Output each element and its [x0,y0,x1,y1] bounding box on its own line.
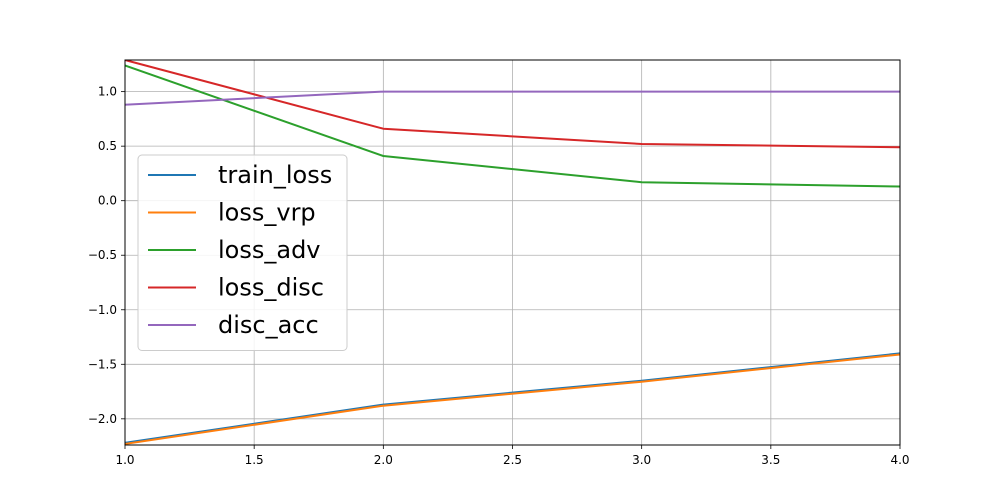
series-line-loss_disc [125,60,900,149]
series-line-loss_adv [125,64,900,188]
y-tick-label: 1.0 [98,85,117,99]
x-tick-label: 2.0 [374,453,393,467]
axis-ticks: 1.0 1.5 2.0 2.5 3.0 3.5 4.0 1.0 0.5 0.0 −0.5 −1.0 −1… [88,85,910,467]
legend-label: disc_acc [218,311,319,339]
y-tick-label: 0.0 [98,194,117,208]
series-line-loss_vrp [125,353,900,445]
x-tick-label: 2.5 [503,453,522,467]
legend-box [137,154,348,351]
x-tick-label: 1.0 [115,453,134,467]
grid [124,60,901,445]
series-line-train_loss [125,352,900,444]
y-tick-label: −2.0 [88,412,117,426]
series-line-disc_acc [125,90,900,106]
series-lines [125,60,900,445]
legend: train_loss loss_vrp loss_adv loss_disc disc_… [137,154,348,351]
x-tick-label: 3.5 [761,453,780,467]
legend-label: loss_vrp [218,199,316,227]
y-tick-label: −0.5 [88,248,117,262]
y-tick-label: −1.0 [88,303,117,317]
legend-label: loss_disc [218,274,324,302]
legend-label: train_loss [218,161,332,189]
y-tick-label: −1.5 [88,357,117,371]
x-tick-label: 1.5 [245,453,264,467]
x-tick-label: 4.0 [890,453,909,467]
y-tick-label: 0.5 [98,139,117,153]
legend-label: loss_adv [218,236,321,264]
x-tick-label: 3.0 [632,453,651,467]
